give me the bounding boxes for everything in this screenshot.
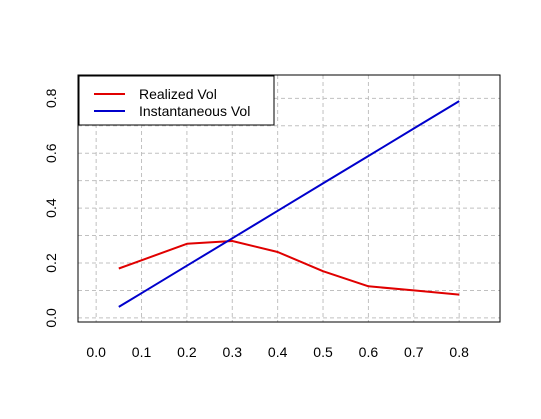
x-tick-label: 0.7 (404, 344, 424, 360)
series-lines (118, 100, 460, 308)
y-tick-label: 0.8 (43, 88, 59, 108)
x-tick-label: 0.3 (223, 344, 243, 360)
y-tick-label: 0.6 (43, 143, 59, 163)
y-tick-label: 0.0 (43, 308, 59, 328)
x-tick-label: 0.0 (86, 344, 106, 360)
y-tick-label: 0.4 (43, 198, 59, 218)
legend-label-instantaneous-vol: Instantaneous Vol (139, 103, 250, 119)
x-tick-label: 0.1 (132, 344, 152, 360)
x-tick-label: 0.4 (268, 344, 288, 360)
x-axis-ticks: 0.0 0.1 0.2 0.3 0.4 0.5 0.6 0.7 0.8 (86, 344, 469, 360)
x-tick-label: 0.8 (449, 344, 469, 360)
series-line-1 (118, 100, 460, 308)
y-tick-label: 0.2 (43, 253, 59, 273)
legend-box (78, 75, 275, 126)
legend-label-realized-vol: Realized Vol (139, 86, 217, 102)
y-axis-ticks: 0.0 0.2 0.4 0.6 0.8 (43, 88, 59, 327)
series-line-0 (118, 240, 460, 296)
x-tick-label: 0.2 (177, 344, 197, 360)
x-tick-label: 0.5 (313, 344, 333, 360)
x-tick-label: 0.6 (359, 344, 379, 360)
plot-frame (77, 74, 501, 323)
legend: Realized Vol Instantaneous Vol (78, 75, 275, 126)
